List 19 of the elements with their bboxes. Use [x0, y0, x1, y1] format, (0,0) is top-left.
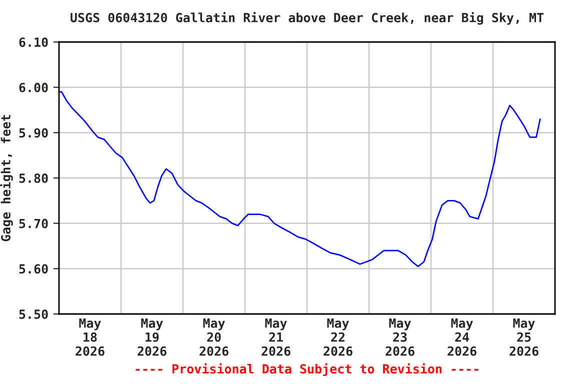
y-tick-label: 5.60 [19, 264, 48, 274]
chart-title: USGS 06043120 Gallatin River above Deer Creek, near Big Sky, MT [70, 12, 544, 25]
x-tick-label: May 23 2026 [386, 318, 414, 356]
x-tick-label: May 19 2026 [138, 318, 166, 356]
y-axis-title: Gage height, feet [0, 115, 13, 242]
y-tick-label: 5.80 [19, 173, 48, 183]
y-tick-label: 6.00 [19, 82, 48, 92]
y-tick-label: 5.50 [19, 309, 48, 319]
y-tick-label: 5.90 [19, 128, 48, 138]
x-tick-label: May 24 2026 [448, 318, 476, 356]
y-tick-label: 5.70 [19, 218, 48, 228]
text: ---- Provisional Data Subject to Revision ---- [136, 363, 478, 376]
x-tick-label: May 18 2026 [76, 318, 104, 356]
x-tick-label: May 21 2026 [262, 318, 290, 356]
x-tick-label: May 25 2026 [510, 318, 538, 356]
x-tick-label: May 20 2026 [200, 318, 228, 356]
y-tick-label: 6.10 [19, 37, 48, 47]
line-series [59, 91, 541, 268]
x-tick-label: May 22 2026 [324, 318, 352, 356]
